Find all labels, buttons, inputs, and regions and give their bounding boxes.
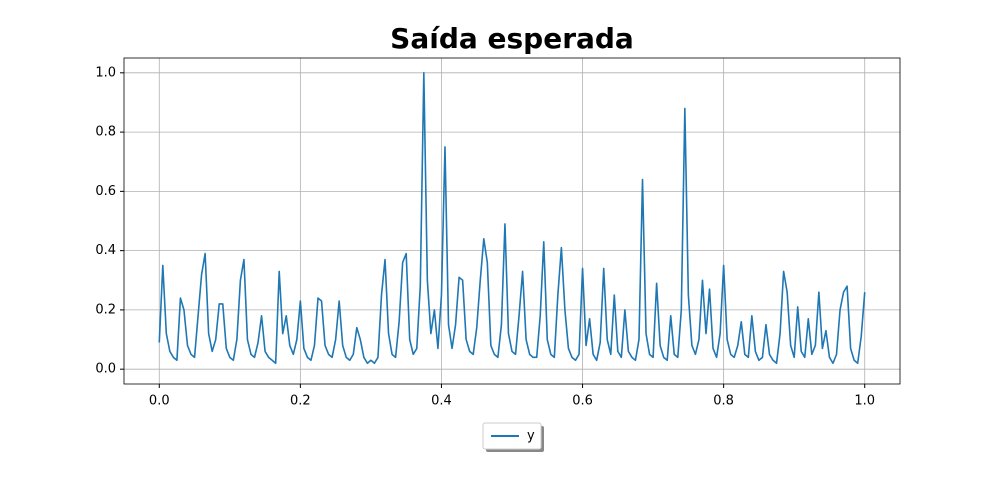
chart-title: Saída esperada: [390, 22, 634, 55]
plot-frame: [123, 57, 901, 385]
x-tick-label: 0.8: [713, 394, 734, 409]
legend-label: y: [527, 429, 535, 444]
x-tick-label: 0.2: [290, 394, 311, 409]
data-line: [158, 72, 866, 365]
y-tick-label: 0.6: [95, 184, 116, 199]
y-tick-label: 0.8: [95, 125, 116, 140]
y-tick-label: 0.4: [95, 243, 116, 258]
x-tick-label: 1.0: [854, 394, 875, 409]
x-tick-label: 0.0: [149, 394, 170, 409]
x-tick-label: 0.4: [431, 394, 452, 409]
y-tick-label: 1.0: [95, 65, 116, 80]
y-tick-label: 0.2: [95, 302, 116, 317]
y-tick-label: 0.0: [95, 362, 116, 377]
x-tick-label: 0.6: [572, 394, 593, 409]
